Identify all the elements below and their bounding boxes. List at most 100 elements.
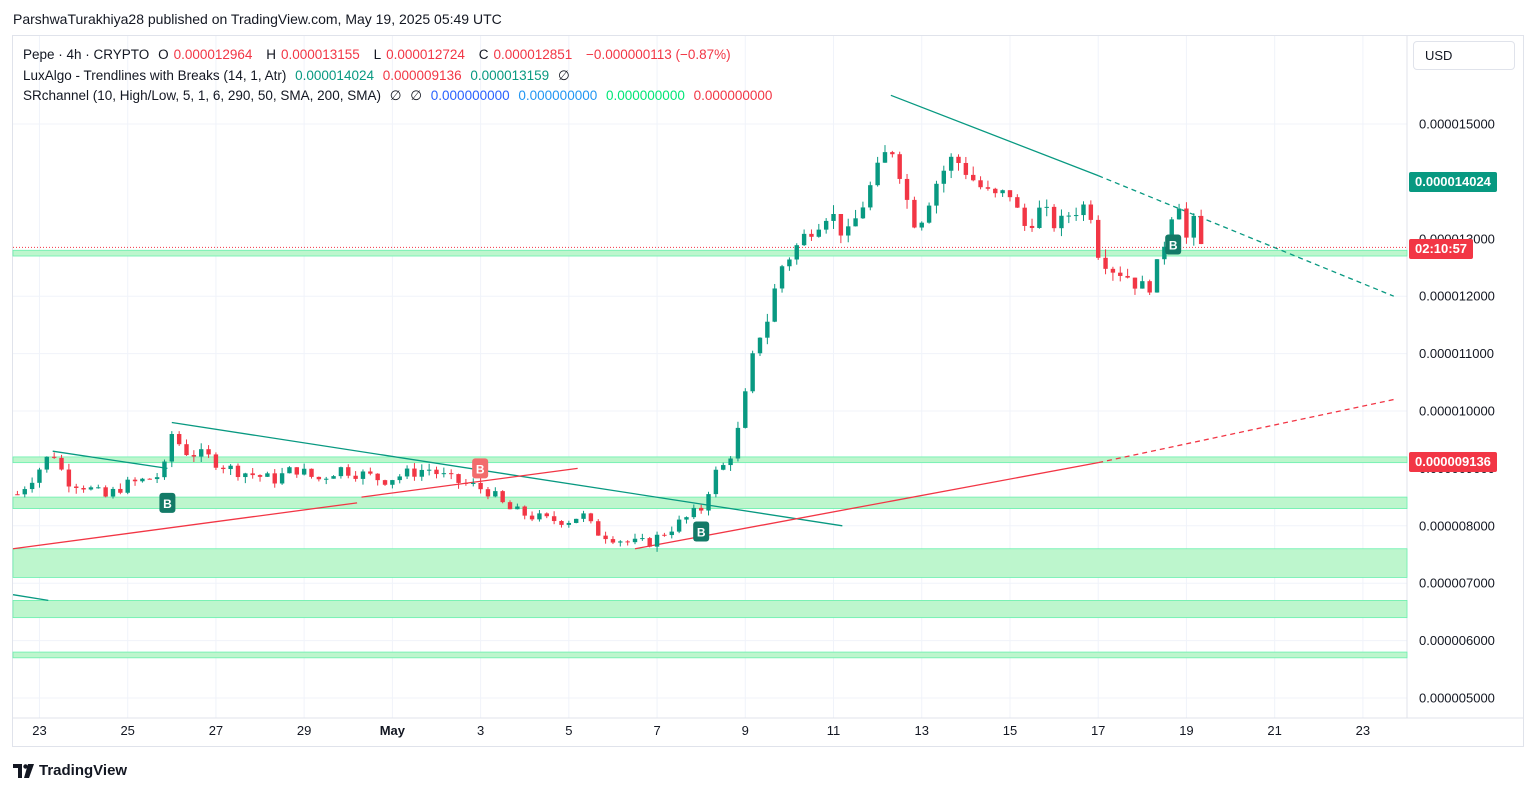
break-signal-badge [472,458,489,479]
chart-legend: Pepe · 4h · CRYPTO O 0.000012964 H 0.00001… [23,45,777,107]
time-tick-label: 3 [477,723,484,738]
candle-body [544,513,549,517]
candle-body [882,152,888,163]
break-signal-label: B [476,462,485,476]
candle-body [904,178,910,200]
time-axis: 23 25 27 29 May 3 5 7 9 11 13 15 17 19 21 23 [32,723,1370,738]
candle-body [1096,219,1101,258]
legend-luxalgo[interactable]: LuxAlgo - Trendlines with Breaks (14, 1,… [23,67,570,83]
sr-zone [12,548,1408,578]
sr-zone [12,456,1408,464]
candle-body [912,199,917,228]
candle-body [110,488,116,497]
candle-body [750,353,755,392]
candle-body [51,456,57,458]
candle-body [434,469,439,475]
candle-body [566,522,572,525]
candle-body [765,321,770,338]
upper-trend-price-label: 0.000014024 [1409,172,1497,192]
candle-body [243,473,248,478]
candle-body [1103,257,1108,269]
candle-body [993,188,998,194]
candle-body [500,491,505,503]
candle-body [324,478,329,480]
resistance-trendline [171,421,843,527]
candle-body [971,174,976,181]
candle-body [573,518,579,523]
candle-body [1044,206,1049,208]
candle-body [684,517,689,520]
candle-body [426,469,432,471]
author-name[interactable]: ParshwaTurakhiya28 [13,11,144,27]
candle-body [713,469,719,495]
candle-body [728,458,733,466]
candle-body [1132,277,1138,289]
candle-body [978,180,983,188]
candle-body [625,541,630,543]
publish-info: published on TradingView.com, May 19, 20… [147,11,502,27]
time-tick-label: 21 [1267,723,1281,738]
candle-body [199,449,204,457]
candle-body [88,487,94,490]
currency-selector[interactable]: USD [1413,41,1515,70]
candle-body [235,465,241,478]
candle-body [265,473,270,477]
price-axis: 0.000015000 0.000012000 0.000011000 0.00001… [1419,117,1495,706]
legend-main-series[interactable]: Pepe · 4h · CRYPTO O 0.000012964 H 0.00001… [23,47,731,62]
candle-body [941,170,947,184]
candle-body [816,229,822,237]
candles [15,145,1204,552]
candle-body [382,480,388,485]
candle-body [221,467,226,470]
candle-body [1191,215,1196,238]
candle-body [471,482,476,484]
candle-body [368,471,373,474]
high-value: 0.000013155 [280,47,360,62]
candle-body [1059,215,1064,229]
trendlines [12,94,1395,602]
candle-body [59,457,64,470]
candle-body [147,478,152,480]
candle-body [787,259,792,267]
candle-body [809,233,814,237]
tradingview-logo[interactable]: TradingView [13,762,127,779]
candle-body [831,214,836,221]
price-tick-label: 0.000012000 [1419,289,1495,304]
candle-body [632,538,638,543]
tradingview-icon [13,763,34,778]
candle-body [743,391,748,428]
support-trendline [12,502,358,550]
candle-body [448,473,454,475]
resistance-trendline [52,450,168,470]
candle-body [640,538,645,540]
candle-body [81,487,86,490]
support-trendline [634,462,1099,550]
candle-body [603,535,608,540]
legend-srchannel[interactable]: SRchannel (10, High/Low, 5, 1, 6, 290, 5… [23,88,773,103]
candle-body [1037,207,1042,228]
chart-frame [12,35,1524,747]
candle-body [956,156,961,163]
break-signal-badge [1165,234,1182,255]
candle-body [456,474,461,483]
candle-body [279,473,285,484]
candle-body [206,449,211,455]
candle-body [779,266,785,289]
candle-body [397,476,402,481]
lower-trend-price-label: 0.000009136 [1409,452,1497,472]
candle-body [1162,246,1167,260]
candle-body [522,506,527,516]
candle-body [1029,225,1035,228]
symbol-info: Pepe · 4h · CRYPTO [23,47,150,62]
sr-zone [12,651,1408,659]
candle-body [1022,207,1027,226]
candle-body [44,456,50,470]
price-tick-label: 0.000007000 [1419,576,1495,591]
break-signal-badge [693,521,710,542]
candle-body [559,521,564,525]
candle-body [654,534,660,547]
time-tick-label: 15 [1003,723,1017,738]
brand-name: TradingView [39,762,128,779]
candle-body [15,494,20,496]
